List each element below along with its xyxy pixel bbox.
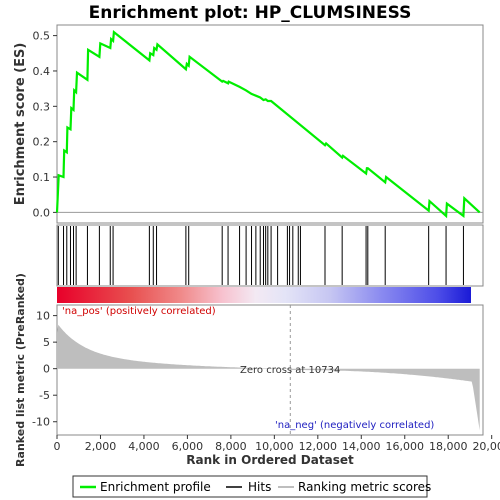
es-panel: 0.0 0.1 0.2 0.3 0.4 0.5 Enrichment score (ES) bbox=[13, 24, 484, 224]
metric-y-tick-label: 0 bbox=[43, 363, 50, 376]
es-y-tick-label: 0.4 bbox=[33, 65, 51, 78]
legend-box bbox=[72, 475, 428, 498]
chart-title: Enrichment plot: HP_CLUMSINESS bbox=[89, 3, 412, 23]
x-tick-label: 16,000 bbox=[386, 440, 425, 453]
x-tick-label: 6,000 bbox=[172, 440, 204, 453]
x-axis-label: Rank in Ordered Dataset bbox=[186, 453, 354, 467]
x-tick-label: 10,000 bbox=[255, 440, 294, 453]
positive-correlation-label: 'na_pos' (positively correlated) bbox=[62, 306, 216, 317]
rank-color-bar bbox=[57, 287, 471, 303]
legend-hits-label: Hits bbox=[248, 480, 271, 494]
x-tick-label: 18,000 bbox=[429, 440, 468, 453]
es-y-tick-label: 0.2 bbox=[33, 136, 51, 149]
es-y-axis-label: Enrichment score (ES) bbox=[13, 43, 28, 206]
es-plot-area bbox=[56, 24, 484, 224]
es-series-line bbox=[55, 29, 481, 219]
x-tick-label: 0 bbox=[54, 440, 61, 453]
legend-metric-label: Ranking metric scores bbox=[298, 480, 431, 494]
es-y-tick-label: 0.1 bbox=[33, 171, 51, 184]
hits-plot-area bbox=[56, 224, 484, 287]
metric-y-axis-label: Ranked list metric (PreRanked) bbox=[14, 273, 27, 467]
legend-enrichment-label: Enrichment profile bbox=[100, 480, 211, 494]
negative-correlation-label: 'na_neg' (negatively correlated) bbox=[275, 420, 434, 431]
x-tick-label: 2,000 bbox=[85, 440, 117, 453]
hits-panel bbox=[56, 224, 484, 287]
x-tick-label: 8,000 bbox=[215, 440, 247, 453]
x-tick-label: 14,000 bbox=[342, 440, 381, 453]
metric-y-tick-label: -5 bbox=[39, 389, 50, 402]
zero-cross-label: Zero cross at 10734 bbox=[240, 365, 340, 376]
es-y-tick-label: 0.5 bbox=[33, 30, 51, 43]
metric-y-tick-label: -10 bbox=[32, 416, 50, 429]
legend: Enrichment profile Hits Ranking metric s… bbox=[72, 475, 431, 498]
rank-gradient bbox=[57, 287, 471, 303]
es-y-tick-label: 0.3 bbox=[33, 100, 51, 113]
x-tick-label: 12,000 bbox=[299, 440, 338, 453]
x-tick-label: 20,000 bbox=[472, 440, 500, 453]
es-y-tick-label: 0.0 bbox=[33, 206, 51, 219]
x-tick-label: 4,000 bbox=[128, 440, 160, 453]
metric-y-tick-label: 10 bbox=[36, 310, 50, 323]
metric-y-tick-label: 5 bbox=[43, 336, 50, 349]
metric-panel: 10 5 0 -5 -10 'na_pos' (positively correlate… bbox=[14, 273, 484, 467]
